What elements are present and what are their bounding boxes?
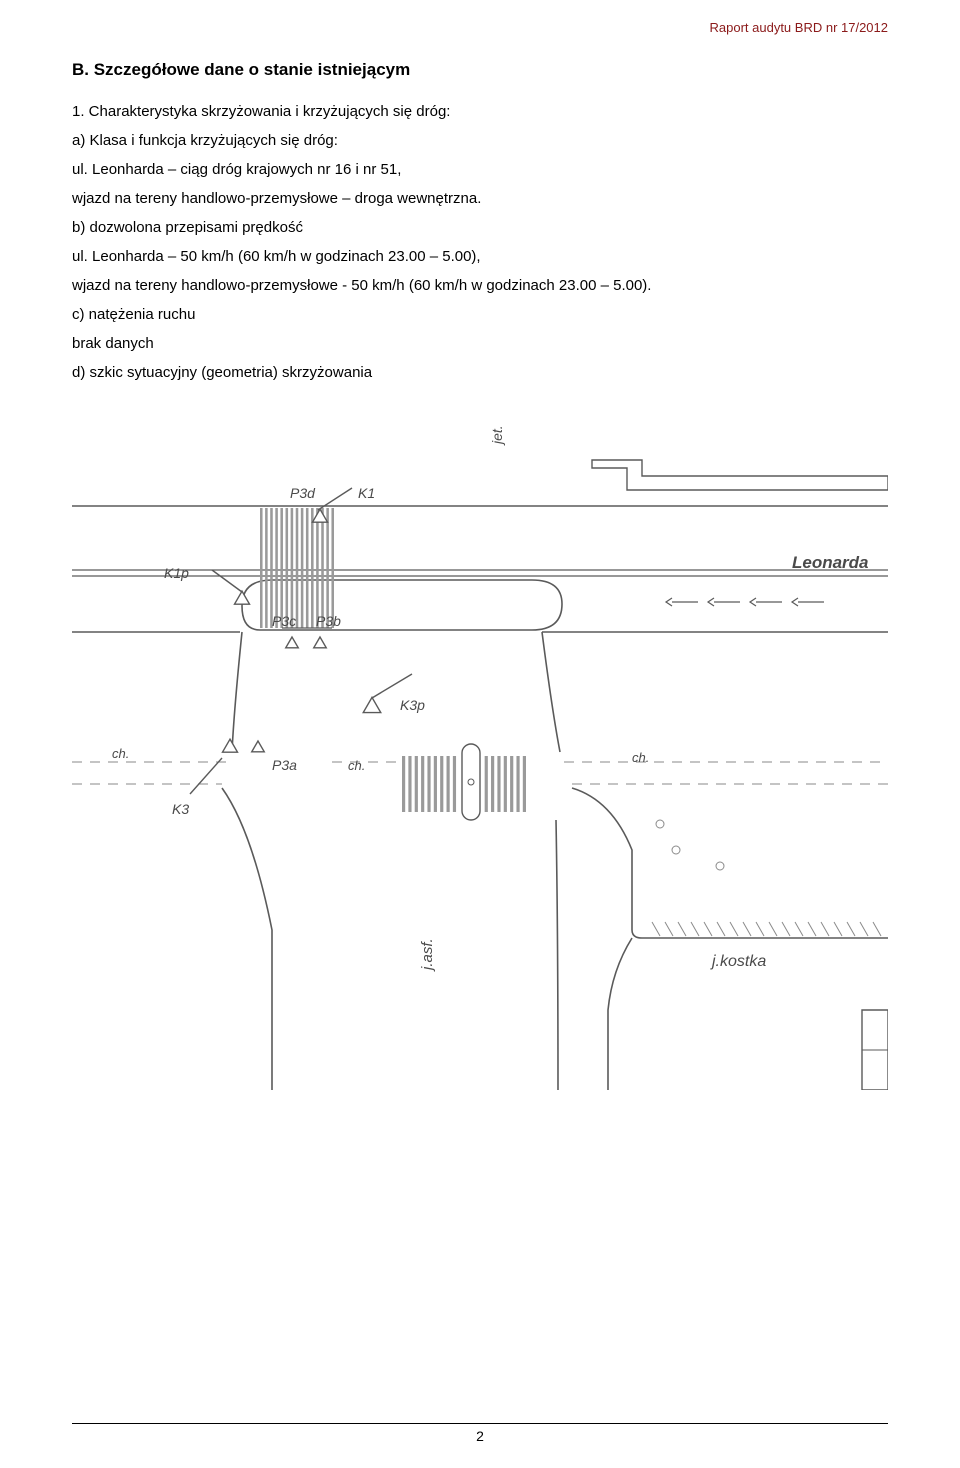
para-10: d) szkic sytuacyjny (geometria) skrzyżow…	[72, 359, 888, 386]
svg-text:jet.: jet.	[489, 425, 505, 446]
svg-text:K3: K3	[172, 801, 189, 817]
body-text: 1. Charakterystyka skrzyżowania i krzyżu…	[72, 98, 888, 386]
svg-text:ch.: ch.	[112, 746, 129, 761]
para-2: a) Klasa i funkcja krzyżujących się dróg…	[72, 127, 888, 154]
svg-text:ch.: ch.	[348, 758, 365, 773]
para-3: ul. Leonharda – ciąg dróg krajowych nr 1…	[72, 156, 888, 183]
section-title: B. Szczegółowe dane o stanie istniejącym	[72, 60, 888, 80]
para-5: b) dozwolona przepisami prędkość	[72, 214, 888, 241]
para-8: c) natężenia ruchu	[72, 301, 888, 328]
report-header: Raport audytu BRD nr 17/2012	[710, 20, 889, 35]
svg-text:P3d: P3d	[290, 485, 316, 501]
para-1: 1. Charakterystyka skrzyżowania i krzyżu…	[72, 98, 888, 125]
svg-text:ch.: ch.	[632, 750, 649, 765]
svg-text:j.asf.: j.asf.	[419, 938, 436, 972]
para-7: wjazd na tereny handlowo-przemysłowe - 5…	[72, 272, 888, 299]
svg-text:Leonarda: Leonarda	[792, 553, 869, 572]
intersection-diagram: jet. P3d K1 K1p Leonarda P3c P3b K3p ch. P3a ch. ch…	[72, 410, 888, 1090]
svg-text:P3b: P3b	[316, 613, 341, 629]
svg-text:j.kostka: j.kostka	[710, 953, 766, 970]
svg-text:K1: K1	[358, 485, 375, 501]
svg-text:K3p: K3p	[400, 697, 425, 713]
para-4: wjazd na tereny handlowo-przemysłowe – d…	[72, 185, 888, 212]
svg-text:P3c: P3c	[272, 613, 296, 629]
svg-text:K1p: K1p	[164, 565, 189, 581]
para-9: brak danych	[72, 330, 888, 357]
page-number: 2	[72, 1423, 888, 1444]
svg-text:P3a: P3a	[272, 757, 297, 773]
para-6: ul. Leonharda – 50 km/h (60 km/h w godzi…	[72, 243, 888, 270]
